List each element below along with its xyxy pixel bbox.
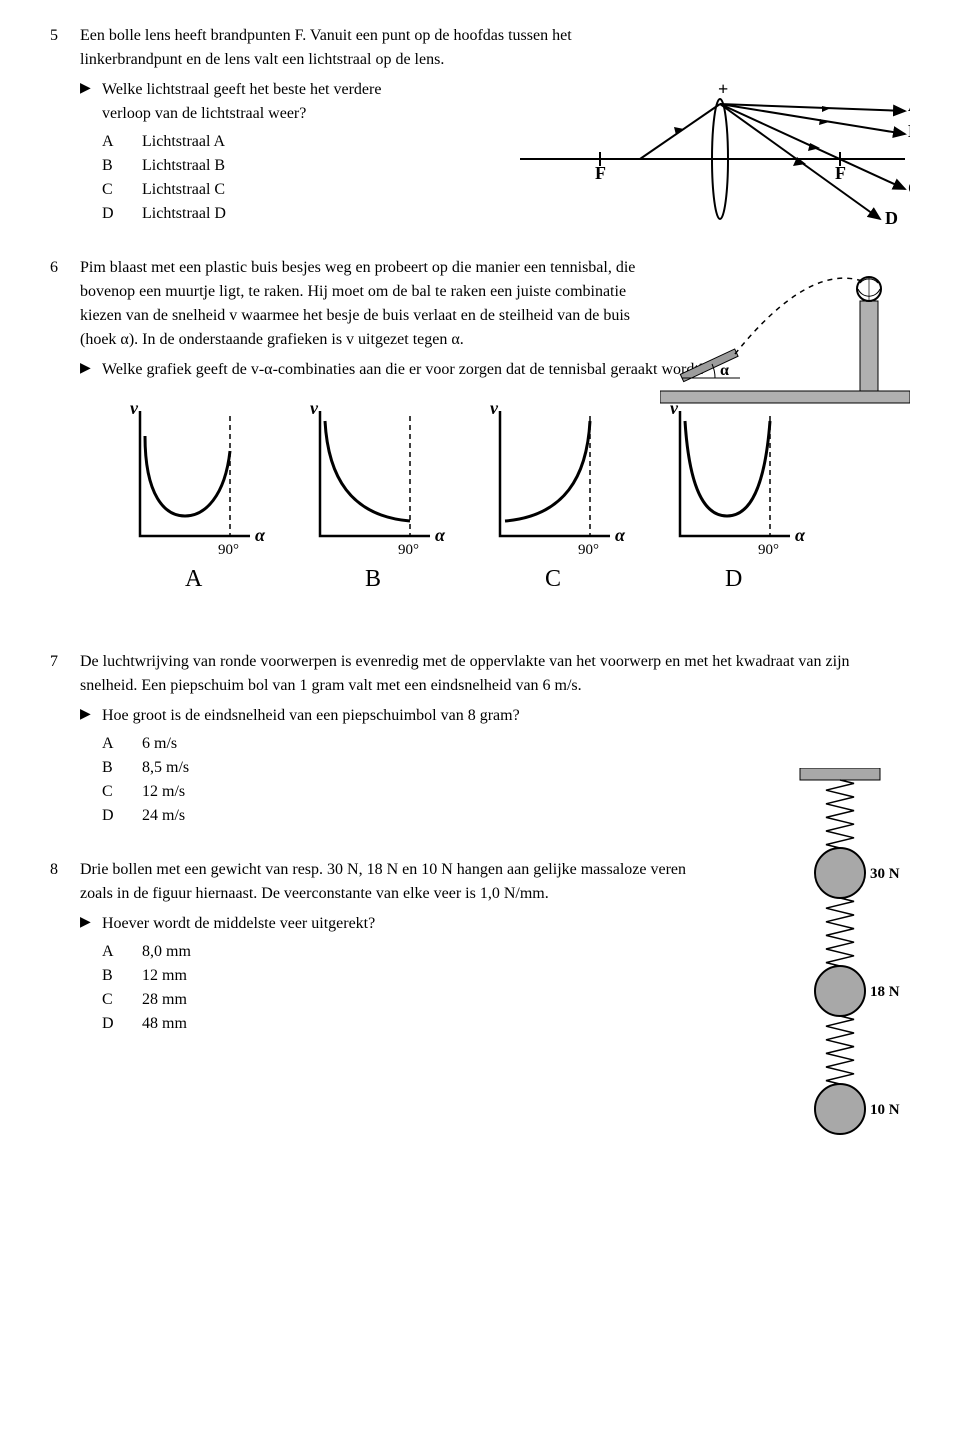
question-6: 6 Pim blaast met een plastic buis besjes… <box>50 256 910 620</box>
svg-text:B: B <box>365 566 381 592</box>
opt-text: 28 mm <box>142 988 187 1012</box>
q5-number: 5 <box>50 24 80 226</box>
label-C: C <box>908 178 910 198</box>
prompt-arrow-icon: ▶ <box>80 912 102 933</box>
opt-text: 8,5 m/s <box>142 756 189 780</box>
opt-text: 6 m/s <box>142 732 177 756</box>
svg-text:α: α <box>255 525 266 545</box>
svg-text:α: α <box>615 525 626 545</box>
svg-text:D: D <box>725 566 742 592</box>
q6-plots: vα90°Avα90°Bvα90°Cvα90°D <box>110 396 910 606</box>
opt-letter: A <box>102 940 142 964</box>
prompt-arrow-icon: ▶ <box>80 358 102 379</box>
opt-letter: C <box>102 178 142 202</box>
svg-text:90°: 90° <box>758 542 779 558</box>
svg-text:A: A <box>185 566 203 592</box>
opt-letter: B <box>102 154 142 178</box>
q7-prompt: Hoe groot is de eindsnelheid van een pie… <box>102 704 520 728</box>
q8-number: 8 <box>50 858 80 1036</box>
q7-body: De luchtwrijving van ronde voorwerpen is… <box>80 650 910 828</box>
q5-text: Een bolle lens heeft brandpunten F. Vanu… <box>80 24 600 72</box>
opt-letter: C <box>102 780 142 804</box>
prompt-arrow-icon: ▶ <box>80 704 102 725</box>
plot-group: vα90°Avα90°Bvα90°Cvα90°D <box>130 398 806 592</box>
opt-letter: C <box>102 988 142 1012</box>
q7-number: 7 <box>50 650 80 828</box>
q8-figure: 30 N 18 N 10 N <box>790 768 910 1158</box>
opt-letter: A <box>102 732 142 756</box>
q8-prompt: Hoever wordt de middelste veer uitgerekt… <box>102 912 375 936</box>
q8-text: Drie bollen met een gewicht van resp. 30… <box>80 858 700 906</box>
question-5: 5 Een bolle lens heeft brandpunten F. Va… <box>50 24 910 226</box>
question-8: 8 Drie bollen met een gewicht van resp. … <box>50 858 910 1036</box>
svg-text:C: C <box>545 566 561 592</box>
opt-text: 12 mm <box>142 964 187 988</box>
opt-text: Lichtstraal B <box>142 154 225 178</box>
opt-text: 8,0 mm <box>142 940 191 964</box>
q7-options: A6 m/s B8,5 m/s C12 m/s D24 m/s <box>102 732 520 828</box>
q6-text: Pim blaast met een plastic buis besjes w… <box>80 256 640 352</box>
label-30n: 30 N <box>870 866 900 882</box>
opt-text: Lichtstraal A <box>142 130 225 154</box>
label-18n: 18 N <box>870 984 900 1000</box>
label-plus: + <box>718 79 728 99</box>
q8-options: A8,0 mm B12 mm C28 mm D48 mm <box>102 940 375 1036</box>
opt-text: 24 m/s <box>142 804 185 828</box>
label-10n: 10 N <box>870 1102 900 1118</box>
q6-number: 6 <box>50 256 80 620</box>
question-7: 7 De luchtwrijving van ronde voorwerpen … <box>50 650 910 828</box>
q7-text: De luchtwrijving van ronde voorwerpen is… <box>80 650 910 698</box>
q5-prompt: Welke lichtstraal geeft het beste het ve… <box>102 78 422 126</box>
q5-options: ALichtstraal A BLichtstraal B CLichtstra… <box>102 130 422 226</box>
svg-text:v: v <box>490 398 499 418</box>
opt-text: 48 mm <box>142 1012 187 1036</box>
opt-letter: B <box>102 756 142 780</box>
opt-letter: B <box>102 964 142 988</box>
svg-text:v: v <box>310 398 319 418</box>
svg-text:α: α <box>795 525 806 545</box>
opt-text: Lichtstraal C <box>142 178 225 202</box>
q5-figure: F F + A B C D <box>510 79 910 239</box>
opt-text: 12 m/s <box>142 780 185 804</box>
svg-text:90°: 90° <box>218 542 239 558</box>
q6-setup-figure: α <box>660 256 910 406</box>
label-F: F <box>835 163 846 183</box>
q8-body: Drie bollen met een gewicht van resp. 30… <box>80 858 910 1036</box>
opt-letter: D <box>102 1012 142 1036</box>
label-A: A <box>908 95 910 115</box>
label-D: D <box>885 208 898 228</box>
q6-prompt: Welke grafiek geeft de v-α-combinaties a… <box>102 358 706 382</box>
label-F: F <box>595 163 606 183</box>
svg-text:α: α <box>435 525 446 545</box>
svg-text:90°: 90° <box>398 542 419 558</box>
svg-text:90°: 90° <box>578 542 599 558</box>
label-B: B <box>908 121 910 141</box>
opt-letter: A <box>102 130 142 154</box>
opt-letter: D <box>102 804 142 828</box>
opt-letter: D <box>102 202 142 226</box>
label-alpha: α <box>720 362 729 379</box>
prompt-arrow-icon: ▶ <box>80 78 102 99</box>
svg-text:v: v <box>130 398 139 418</box>
opt-text: Lichtstraal D <box>142 202 226 226</box>
q6-body: Pim blaast met een plastic buis besjes w… <box>80 256 910 620</box>
